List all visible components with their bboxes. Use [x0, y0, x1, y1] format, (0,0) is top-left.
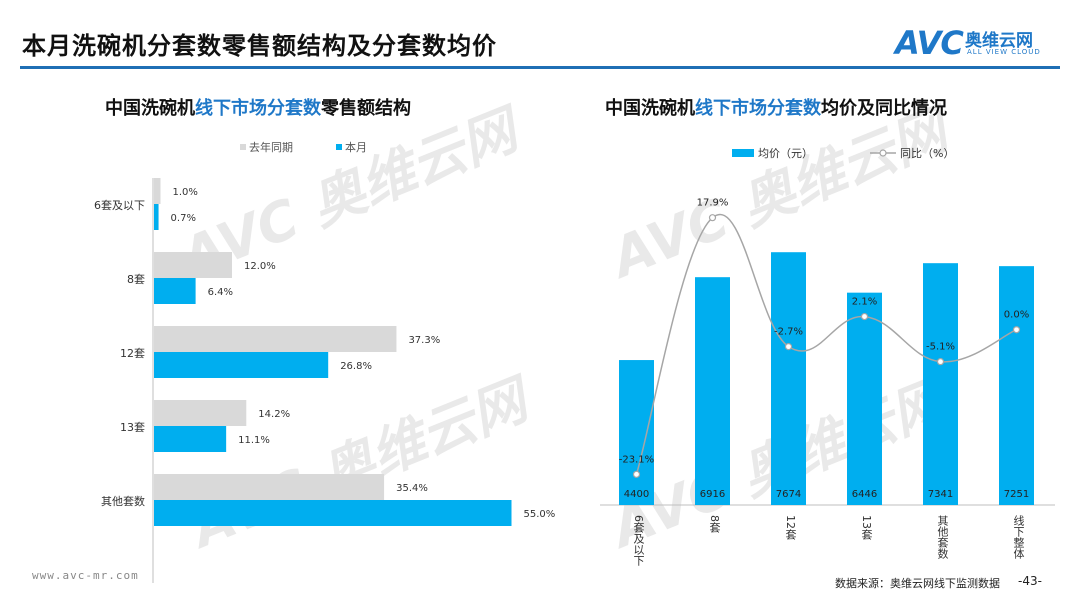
right-combo-chart: 均价（元） 同比（%） 4400 6套及以下 6916 8套 7674 12套 6446 13套 7… — [600, 147, 1055, 567]
data-label-this-month: 0.7% — [171, 213, 196, 224]
data-label-last-year: 37.3% — [408, 335, 440, 346]
bar-avg-price — [771, 252, 806, 505]
bar-avg-price — [999, 266, 1034, 505]
category-label: 6套及以下 — [632, 515, 645, 567]
yoy-point — [1012, 326, 1021, 334]
category-label: 6套及以下 — [94, 199, 145, 212]
legend-label-last-year: 去年同期 — [249, 140, 293, 154]
bar-this-month — [154, 500, 512, 526]
category-label: 13套 — [860, 515, 873, 540]
category-label: 8套 — [708, 515, 721, 533]
data-label-last-year: 12.0% — [244, 261, 276, 272]
avc-logo: AVC 奥维云网 ALL VIEW CLOUD — [895, 24, 1065, 64]
yoy-value-label: 17.9% — [697, 198, 729, 209]
left-bar-chart: 去年同期 本月 6套及以下 1.0% 0.7% 8套 12.0% 6.4% 12套 37.3% 26… — [94, 140, 555, 583]
logo-tagline: ALL VIEW CLOUD — [967, 48, 1041, 56]
bar-value-label: 6916 — [700, 489, 725, 500]
data-label-this-month: 55.0% — [524, 509, 556, 520]
bar-this-month — [154, 278, 196, 304]
bar-avg-price — [695, 277, 730, 505]
bar-last-year — [154, 474, 385, 500]
yoy-value-label: -23.1% — [619, 454, 654, 465]
left-chart-title: 中国洗碗机线下市场分套数零售额结构 — [105, 94, 411, 120]
page-title: 本月洗碗机分套数零售额结构及分套数均价 — [22, 32, 497, 60]
footer-url: www.avc-mr.com — [32, 569, 139, 582]
right-title-suffix: 均价及同比情况 — [821, 98, 947, 119]
bar-value-label: 7674 — [776, 489, 801, 500]
bar-avg-price — [847, 292, 882, 505]
bar-this-month — [154, 426, 227, 452]
header-rule — [20, 66, 1060, 69]
yoy-point — [784, 343, 793, 351]
right-chart-title: 中国洗碗机线下市场分套数均价及同比情况 — [605, 94, 947, 120]
left-title-prefix: 中国洗碗机 — [105, 98, 195, 119]
page-number: -43- — [1018, 574, 1042, 588]
legend-label-yoy: 同比（%） — [900, 147, 954, 160]
yoy-value-label: -2.7% — [774, 327, 803, 338]
logo-mark: AVC — [895, 24, 964, 62]
left-title-highlight: 线下市场分套数 — [195, 98, 321, 119]
yoy-value-label: 2.1% — [852, 297, 877, 308]
bar-last-year — [154, 326, 397, 352]
yoy-point — [708, 214, 717, 222]
yoy-point — [936, 358, 945, 366]
yoy-point — [632, 470, 641, 478]
bar-value-label: 7341 — [928, 489, 953, 500]
bar-this-month — [154, 204, 159, 230]
bar-this-month — [154, 352, 329, 378]
yoy-point — [860, 312, 869, 321]
category-label: 12套 — [784, 515, 797, 540]
bar-value-label: 4400 — [624, 489, 649, 500]
yoy-value-label: -5.1% — [926, 342, 955, 353]
data-label-last-year: 1.0% — [173, 187, 198, 198]
data-label-this-month: 6.4% — [208, 287, 233, 298]
category-label: 13套 — [120, 421, 145, 434]
logo-name: 奥维云网 — [965, 31, 1033, 51]
data-label-this-month: 11.1% — [238, 435, 270, 446]
data-label-last-year: 35.4% — [396, 483, 428, 494]
right-title-highlight: 线下市场分套数 — [695, 98, 821, 119]
data-label-this-month: 26.8% — [340, 361, 372, 372]
legend-swatch-this-month — [336, 144, 342, 150]
data-source: 数据来源：奥维云网线下监测数据 — [835, 577, 1000, 590]
legend-label-avg-price: 均价（元） — [758, 147, 813, 160]
category-label: 8套 — [127, 273, 145, 286]
legend-swatch-avg-price — [732, 149, 754, 157]
category-label: 其他套数 — [101, 495, 145, 508]
bar-last-year — [154, 252, 232, 278]
bar-value-label: 7251 — [1004, 489, 1029, 500]
yoy-value-label: 0.0% — [1004, 310, 1029, 321]
left-title-suffix: 零售额结构 — [321, 98, 411, 119]
bar-avg-price — [619, 360, 654, 505]
bar-value-label: 6446 — [852, 489, 877, 500]
right-title-prefix: 中国洗碗机 — [605, 98, 695, 119]
bar-last-year — [154, 400, 247, 426]
legend-marker-yoy — [879, 149, 887, 157]
legend-swatch-last-year — [240, 144, 246, 150]
bar-last-year — [154, 178, 161, 204]
legend-label-this-month: 本月 — [345, 140, 367, 154]
category-label: 其他套数 — [936, 515, 949, 560]
data-label-last-year: 14.2% — [258, 409, 290, 420]
category-label: 线下整体 — [1012, 514, 1025, 559]
category-label: 12套 — [120, 347, 145, 360]
bar-avg-price — [923, 263, 958, 505]
yoy-line — [635, 213, 1017, 475]
